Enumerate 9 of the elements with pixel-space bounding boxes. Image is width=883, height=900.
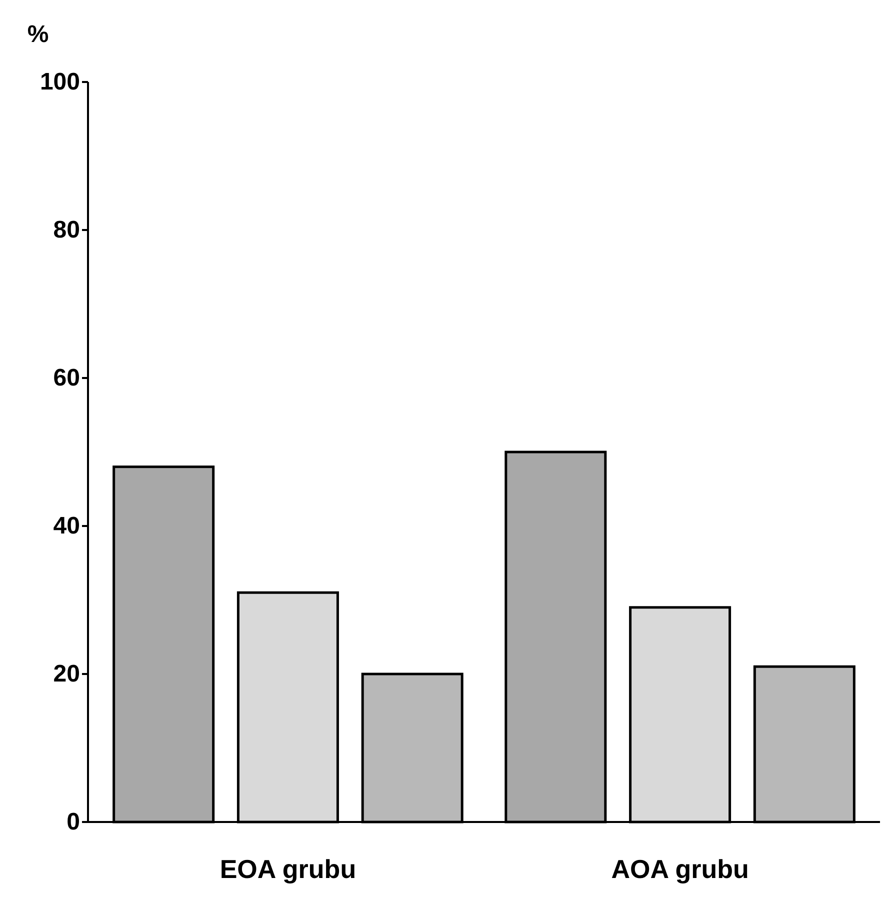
y-tick-label: 0 (66, 808, 80, 836)
y-tick-label: 100 (40, 68, 80, 96)
y-axis-title: % (27, 21, 49, 48)
y-tick-label: 60 (53, 364, 80, 392)
y-tick-label: 40 (53, 512, 80, 540)
y-tick-label: 80 (53, 216, 80, 244)
y-tick-label: 20 (53, 660, 80, 688)
x-tick-label: AOA grubu (611, 854, 749, 884)
x-tick-label: EOA grubu (220, 854, 356, 884)
